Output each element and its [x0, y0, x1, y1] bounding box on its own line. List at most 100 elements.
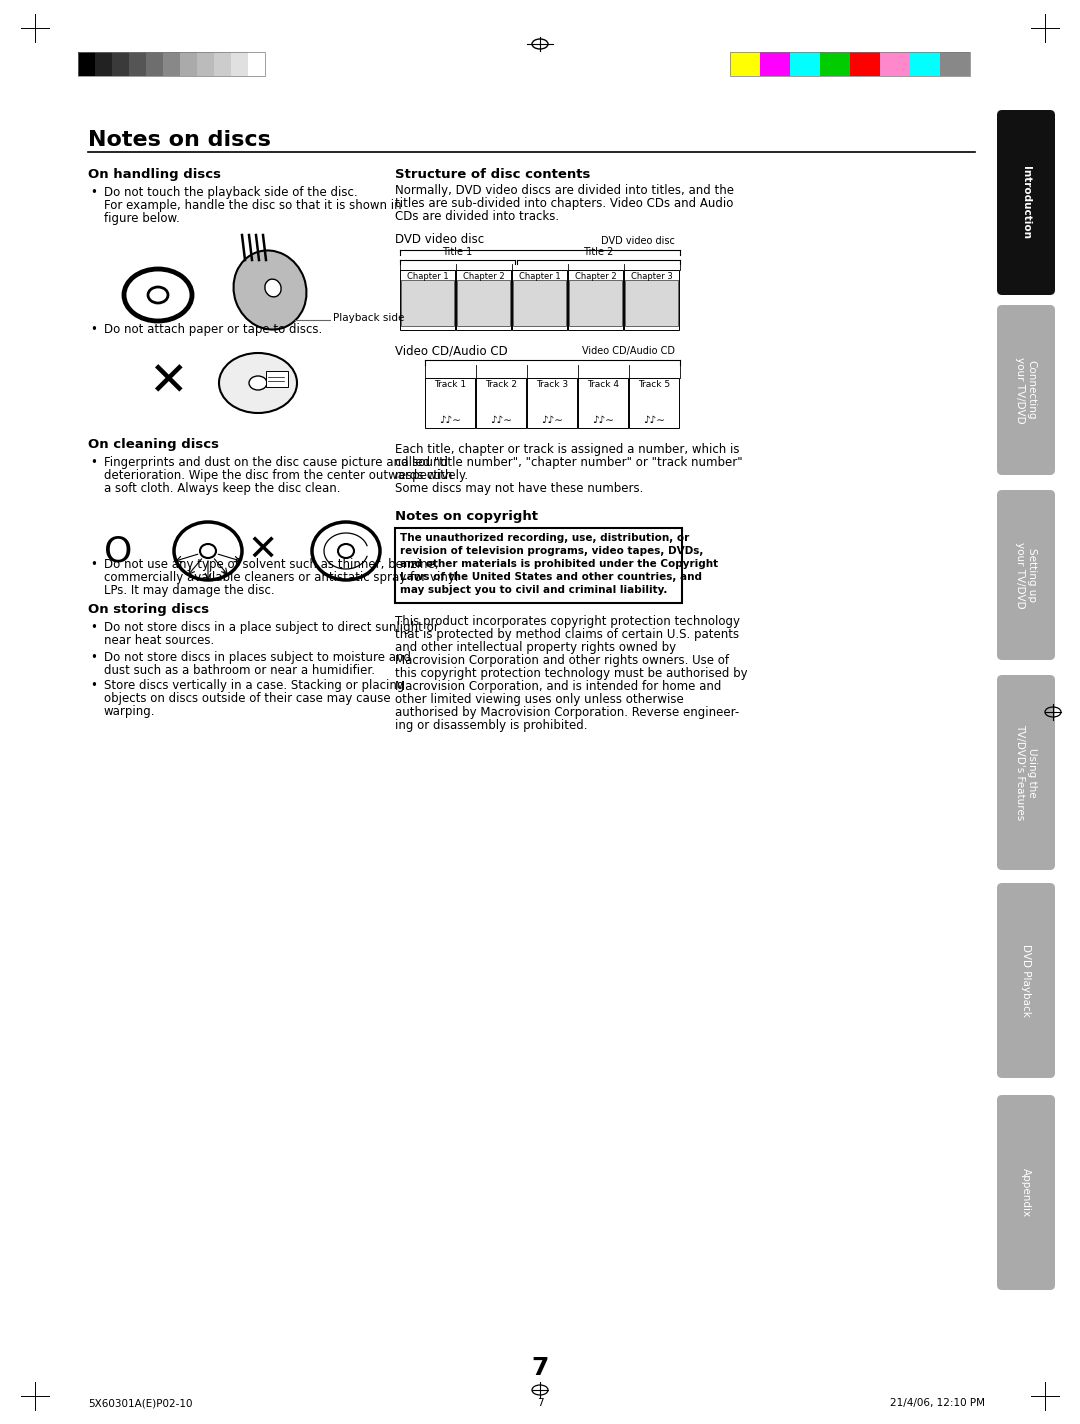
Text: 7: 7: [531, 1356, 549, 1380]
Text: authorised by Macrovision Corporation. Reverse engineer-: authorised by Macrovision Corporation. R…: [395, 706, 739, 719]
Text: LPs. It may damage the disc.: LPs. It may damage the disc.: [104, 584, 274, 597]
Bar: [760, 53, 789, 75]
Bar: [95, 53, 112, 75]
Bar: [625, 281, 678, 326]
Text: •: •: [90, 651, 97, 664]
Text: DVD video disc: DVD video disc: [395, 234, 484, 246]
Bar: [568, 271, 623, 330]
Text: ✕: ✕: [248, 534, 279, 568]
Text: commercially available cleaners or antistatic spray for vinyl: commercially available cleaners or antis…: [104, 571, 458, 584]
Text: warping.: warping.: [104, 705, 156, 718]
Bar: [730, 53, 970, 75]
Text: 21/4/06, 12:10 PM: 21/4/06, 12:10 PM: [890, 1398, 985, 1408]
Text: •: •: [90, 558, 97, 571]
Text: Track 5: Track 5: [638, 380, 671, 389]
Text: ♪♪∼: ♪♪∼: [644, 414, 665, 424]
Bar: [248, 53, 265, 75]
Ellipse shape: [265, 279, 281, 296]
Bar: [527, 377, 577, 429]
Text: deterioration. Wipe the disc from the center outwards with: deterioration. Wipe the disc from the ce…: [104, 468, 453, 481]
Text: O: O: [104, 534, 132, 568]
Bar: [395, 528, 681, 602]
Text: Macrovision Corporation and other rights owners. Use of: Macrovision Corporation and other rights…: [395, 654, 729, 666]
Text: Some discs may not have these numbers.: Some discs may not have these numbers.: [395, 481, 644, 496]
Bar: [850, 53, 880, 75]
Text: 7: 7: [537, 1398, 543, 1408]
FancyBboxPatch shape: [997, 110, 1055, 295]
Text: •: •: [90, 187, 97, 199]
Text: Notes on discs: Notes on discs: [87, 130, 271, 150]
Text: ♪♪∼: ♪♪∼: [490, 414, 513, 424]
FancyBboxPatch shape: [997, 675, 1055, 870]
Text: this copyright protection technology must be authorised by: this copyright protection technology mus…: [395, 666, 747, 681]
Ellipse shape: [219, 353, 297, 413]
Bar: [163, 53, 180, 75]
Bar: [629, 377, 679, 429]
Text: Fingerprints and dust on the disc cause picture and sound: Fingerprints and dust on the disc cause …: [104, 456, 448, 468]
Bar: [512, 271, 567, 330]
Text: Video CD/Audio CD: Video CD/Audio CD: [395, 345, 508, 357]
Text: Connecting
your TV/DVD: Connecting your TV/DVD: [1015, 356, 1037, 423]
Text: Each title, chapter or track is assigned a number, which is: Each title, chapter or track is assigned…: [395, 443, 740, 456]
Bar: [457, 281, 510, 326]
Bar: [180, 53, 197, 75]
Text: Title 1: Title 1: [443, 246, 473, 256]
Text: On cleaning discs: On cleaning discs: [87, 439, 219, 451]
Text: The unauthorized recording, use, distribution, or: The unauthorized recording, use, distrib…: [400, 533, 689, 543]
Text: Notes on copyright: Notes on copyright: [395, 510, 538, 523]
FancyBboxPatch shape: [997, 883, 1055, 1078]
Text: titles are sub-divided into chapters. Video CDs and Audio: titles are sub-divided into chapters. Vi…: [395, 197, 733, 209]
Text: and other intellectual property rights owned by: and other intellectual property rights o…: [395, 641, 676, 654]
Text: CDs are divided into tracks.: CDs are divided into tracks.: [395, 209, 559, 224]
Text: objects on discs outside of their case may cause: objects on discs outside of their case m…: [104, 692, 391, 705]
Bar: [513, 281, 566, 326]
Text: near heat sources.: near heat sources.: [104, 634, 214, 646]
Text: other limited viewing uses only unless otherwise: other limited viewing uses only unless o…: [395, 693, 684, 706]
Text: Chapter 1: Chapter 1: [519, 272, 561, 281]
Text: figure below.: figure below.: [104, 212, 179, 225]
Bar: [426, 377, 475, 429]
Bar: [112, 53, 129, 75]
Text: This product incorporates copyright protection technology: This product incorporates copyright prot…: [395, 615, 740, 628]
Text: ing or disassembly is prohibited.: ing or disassembly is prohibited.: [395, 719, 588, 732]
Text: Laws of the United States and other countries, and: Laws of the United States and other coun…: [400, 572, 702, 582]
FancyBboxPatch shape: [997, 490, 1055, 659]
Text: DVD Playback: DVD Playback: [1021, 944, 1031, 1017]
Text: ♪♪∼: ♪♪∼: [541, 414, 564, 424]
Text: Chapter 1: Chapter 1: [407, 272, 449, 281]
Bar: [730, 53, 760, 75]
Text: Store discs vertically in a case. Stacking or placing: Store discs vertically in a case. Stacki…: [104, 679, 404, 692]
Text: 5X60301A(E)P02-10: 5X60301A(E)P02-10: [87, 1398, 192, 1408]
Text: Video CD/Audio CD: Video CD/Audio CD: [582, 346, 675, 356]
Text: may subject you to civil and criminal liability.: may subject you to civil and criminal li…: [400, 585, 667, 595]
Bar: [624, 271, 679, 330]
Bar: [476, 377, 526, 429]
Bar: [578, 377, 627, 429]
Bar: [78, 53, 265, 75]
Text: Track 3: Track 3: [537, 380, 568, 389]
Text: DVD video disc: DVD video disc: [602, 236, 675, 246]
Text: Do not store discs in places subject to moisture and: Do not store discs in places subject to …: [104, 651, 411, 664]
Text: •: •: [90, 679, 97, 692]
Text: Do not touch the playback side of the disc.: Do not touch the playback side of the di…: [104, 187, 357, 199]
Text: Chapter 2: Chapter 2: [463, 272, 504, 281]
Text: Normally, DVD video discs are divided into titles, and the: Normally, DVD video discs are divided in…: [395, 184, 734, 197]
Bar: [214, 53, 231, 75]
Text: Using the
TV/DVD's Features: Using the TV/DVD's Features: [1015, 725, 1037, 820]
Text: Track 2: Track 2: [486, 380, 517, 389]
Bar: [231, 53, 248, 75]
Bar: [569, 281, 622, 326]
Bar: [820, 53, 850, 75]
Bar: [266, 372, 288, 387]
Text: Playback side: Playback side: [333, 313, 404, 323]
Text: a soft cloth. Always keep the disc clean.: a soft cloth. Always keep the disc clean…: [104, 481, 340, 496]
Bar: [940, 53, 970, 75]
Text: Setting up
your TV/DVD: Setting up your TV/DVD: [1015, 541, 1037, 608]
Text: Do not store discs in a place subject to direct sunlight or: Do not store discs in a place subject to…: [104, 621, 438, 634]
Text: On handling discs: On handling discs: [87, 168, 221, 181]
Text: •: •: [90, 621, 97, 634]
Bar: [78, 53, 95, 75]
Text: Title 2: Title 2: [583, 246, 613, 256]
Text: Macrovision Corporation, and is intended for home and: Macrovision Corporation, and is intended…: [395, 681, 721, 693]
Ellipse shape: [249, 376, 267, 390]
